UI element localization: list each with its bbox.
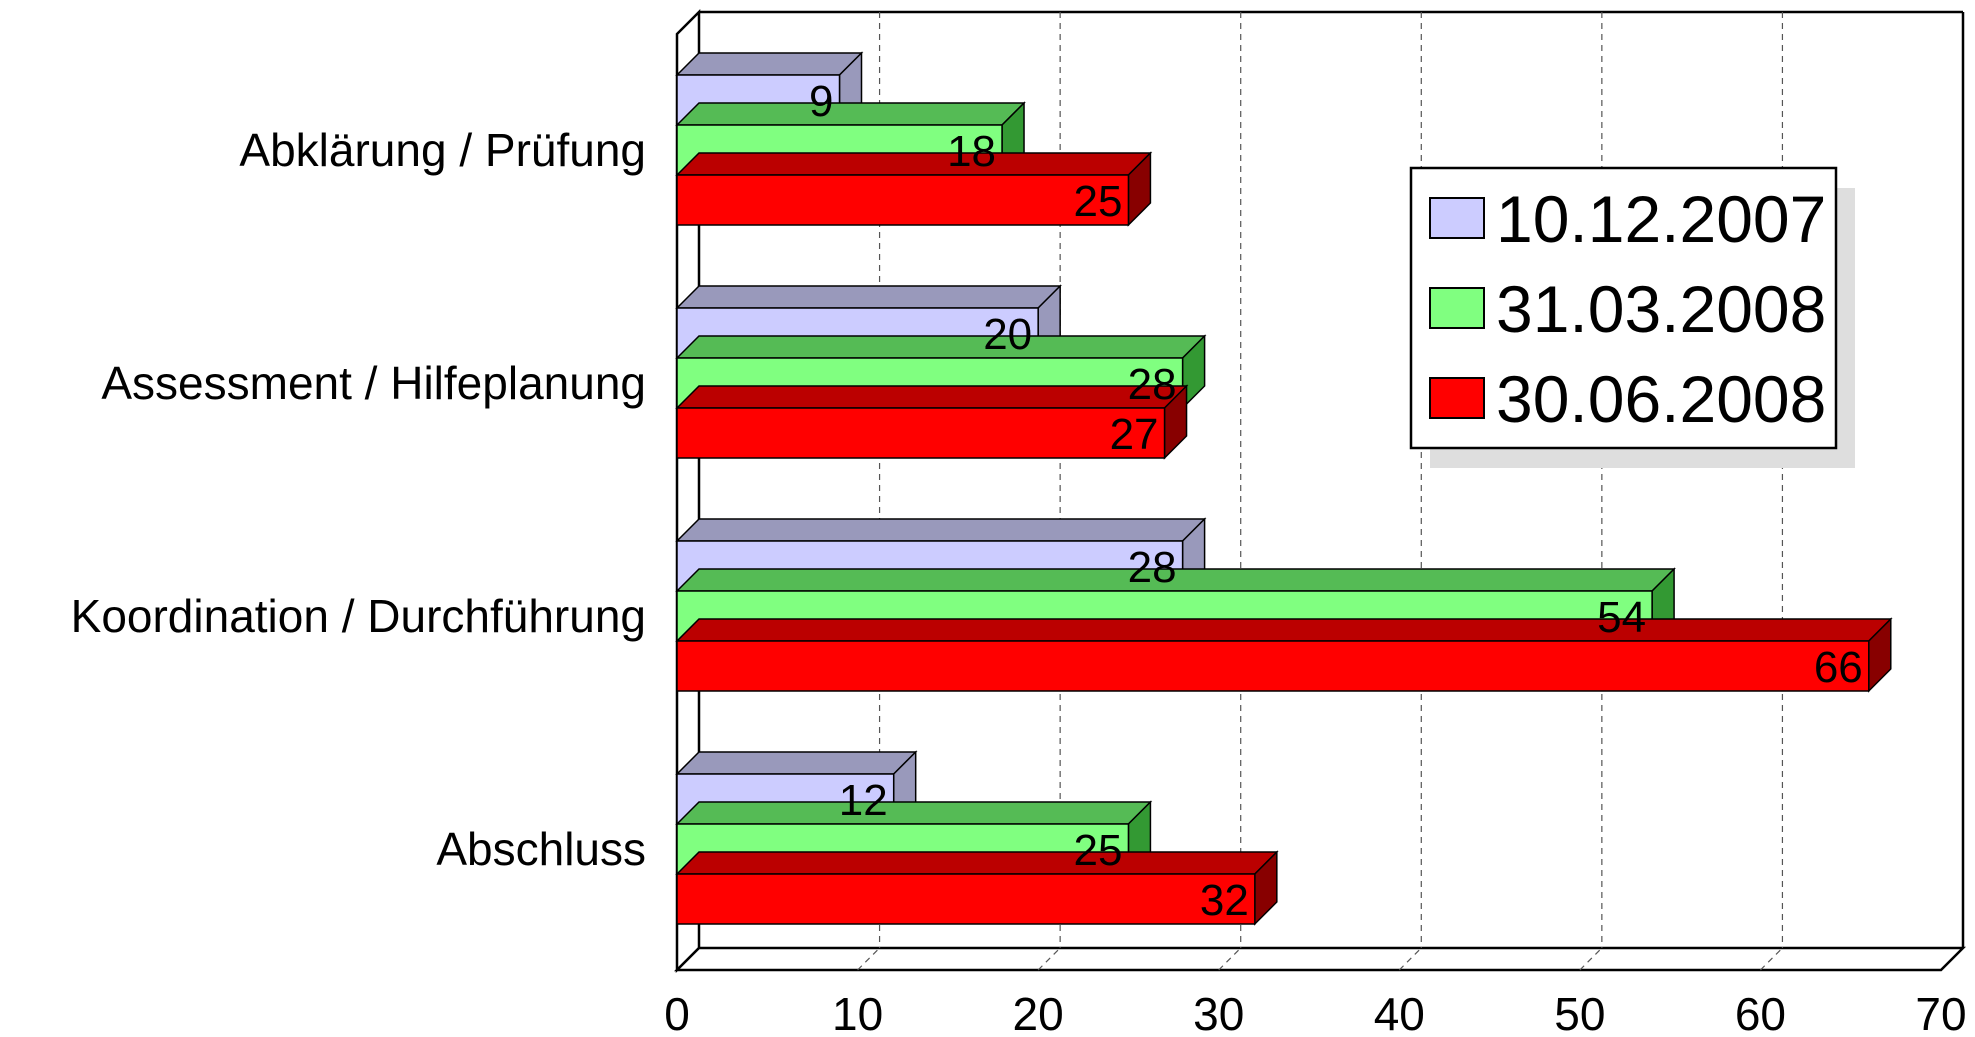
bar-group (675, 51, 1893, 926)
bar-assessment-hilfeplanung-30-06-2008 (676, 407, 1166, 459)
category-label-abklärung-prüfung: Abklärung / Prüfung (239, 124, 646, 176)
bar-abschluss-30-06-2008-top (675, 851, 1279, 875)
value-label: 25 (1073, 826, 1122, 875)
gridline-floor (1579, 947, 1603, 971)
x-tick-label: 40 (1374, 988, 1425, 1037)
value-label: 28 (1128, 360, 1177, 409)
value-label: 9 (809, 77, 833, 126)
value-label: 66 (1814, 643, 1863, 692)
x-tick-label: 0 (664, 988, 690, 1037)
category-label-assessment-hilfeplanung: Assessment / Hilfeplanung (101, 357, 646, 409)
bar-abschluss-31-03-2008-top (675, 801, 1153, 825)
label-group: 0 10 20 30 40 50 60 70 Abklärung / Prüfung Assess… (71, 77, 1967, 1037)
legend-swatch-10-12-2007 (1429, 197, 1485, 239)
x-tick-label: 50 (1554, 988, 1605, 1037)
legend-swatch-30-06-2008 (1429, 377, 1485, 419)
category-label-abschluss: Abschluss (436, 823, 646, 875)
x-tick-label: 30 (1193, 988, 1244, 1037)
bar-abschluss-30-06-2008 (676, 873, 1256, 925)
gridline-floor (1037, 947, 1061, 971)
gridline-floor (1398, 947, 1422, 971)
gridline-floor (1760, 947, 1783, 971)
legend: 10.12.2007 31.03.2008 30.06.2008 (1409, 166, 1855, 468)
category-label-koordination-durchführung: Koordination / Durchführung (71, 590, 646, 642)
x-tick-label: 20 (1013, 988, 1064, 1037)
value-label: 12 (839, 776, 888, 825)
bar-koordination-durchführung-30-06-2008 (676, 640, 1870, 692)
gridline-floor (857, 947, 880, 971)
value-label: 32 (1200, 876, 1249, 925)
floor (673, 946, 1967, 972)
x-tick-label: 60 (1735, 988, 1786, 1037)
value-label: 28 (1128, 543, 1177, 592)
value-label: 25 (1073, 177, 1122, 226)
bar-abklärung-prüfung-30-06-2008-top (675, 152, 1153, 176)
value-label: 20 (983, 310, 1032, 359)
bar-abklärung-prüfung-30-06-2008 (676, 174, 1130, 226)
legend-label-30-06-2008: 30.06.2008 (1496, 362, 1826, 436)
x-tick-label: 10 (832, 988, 883, 1037)
bar-koordination-durchführung-30-06-2008-top (675, 618, 1893, 642)
bar-abklärung-prüfung-31-03-2008-top (675, 102, 1026, 126)
legend-swatch-31-03-2008 (1429, 287, 1485, 329)
legend-label-10-12-2007: 10.12.2007 (1496, 182, 1826, 256)
value-label: 54 (1597, 593, 1646, 642)
bar-abklärung-prüfung-10-12-2007-top (675, 52, 864, 76)
bar-koordination-durchführung-10-12-2007-top (675, 518, 1207, 542)
bar-assessment-hilfeplanung-31-03-2008-top (675, 335, 1207, 359)
bar-assessment-hilfeplanung-30-06-2008-top (675, 385, 1189, 409)
bar-assessment-hilfeplanung-10-12-2007-top (675, 285, 1062, 309)
x-tick-label: 70 (1915, 988, 1966, 1037)
bar-abschluss-10-12-2007-top (675, 751, 918, 775)
value-label: 27 (1110, 410, 1159, 459)
legend-label-31-03-2008: 31.03.2008 (1496, 272, 1826, 346)
value-label: 18 (947, 127, 996, 176)
gridline-floor (1218, 947, 1242, 971)
